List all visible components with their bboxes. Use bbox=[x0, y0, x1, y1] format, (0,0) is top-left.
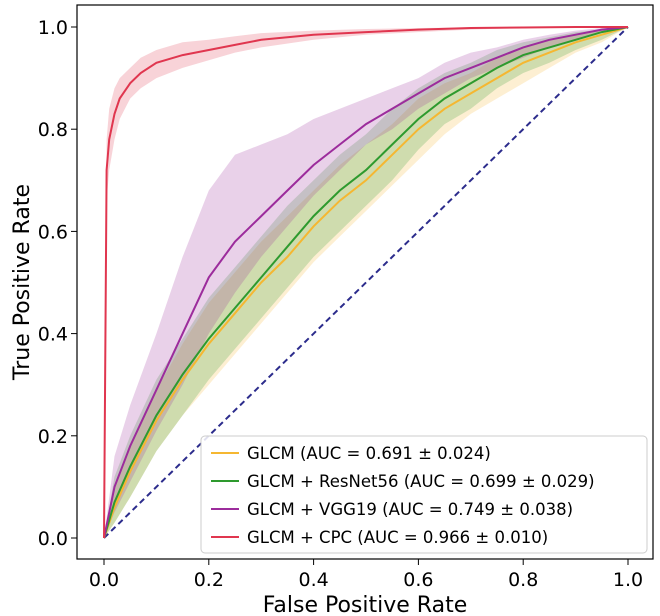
reference-line-group bbox=[103, 26, 629, 539]
y-tick-label: 0.0 bbox=[38, 528, 68, 550]
legend-entry-label: GLCM + VGG19 (AUC = 0.749 ± 0.038) bbox=[247, 500, 573, 519]
y-tick-label: 0.8 bbox=[38, 119, 68, 141]
y-axis-ticks: 0.0 0.2 0.4 0.6 0.8 1.0 bbox=[38, 17, 77, 550]
x-tick-label: 0.8 bbox=[508, 569, 538, 591]
x-tick-label: 0.4 bbox=[298, 569, 328, 591]
series-lines bbox=[103, 26, 629, 539]
band-series-3 bbox=[104, 27, 628, 538]
plot-area bbox=[76, 4, 654, 560]
legend-entry-label: GLCM + ResNet56 (AUC = 0.699 ± 0.029) bbox=[247, 472, 595, 491]
y-tick-label: 0.2 bbox=[38, 426, 68, 448]
x-tick-label: 0.2 bbox=[194, 569, 224, 591]
line-series-2 bbox=[103, 26, 629, 539]
x-tick-label: 0.0 bbox=[89, 569, 119, 591]
band-series-2 bbox=[104, 27, 628, 538]
legend: GLCM (AUC = 0.691 ± 0.024) GLCM + ResNet5… bbox=[200, 435, 648, 554]
legend-entry-label: GLCM (AUC = 0.691 ± 0.024) bbox=[247, 444, 491, 463]
y-axis-label: True Positive Rate bbox=[10, 184, 35, 381]
line-series-0 bbox=[103, 26, 629, 539]
y-tick-label: 0.4 bbox=[38, 324, 68, 346]
reference-line bbox=[103, 26, 629, 539]
legend-box bbox=[200, 435, 648, 554]
legend-entry-label: GLCM + CPC (AUC = 0.966 ± 0.010) bbox=[247, 528, 548, 547]
confidence-bands bbox=[104, 27, 628, 538]
line-series-3 bbox=[103, 26, 628, 539]
x-tick-label: 0.6 bbox=[403, 569, 433, 591]
line-series-1 bbox=[103, 26, 629, 539]
y-tick-label: 0.6 bbox=[38, 221, 68, 243]
x-tick-label: 1.0 bbox=[613, 569, 643, 591]
x-axis-label: False Positive Rate bbox=[263, 593, 467, 616]
x-axis-ticks: 0.0 0.2 0.4 0.6 0.8 1.0 bbox=[89, 559, 643, 591]
plot-frame bbox=[76, 4, 654, 560]
y-tick-label: 1.0 bbox=[38, 17, 68, 39]
